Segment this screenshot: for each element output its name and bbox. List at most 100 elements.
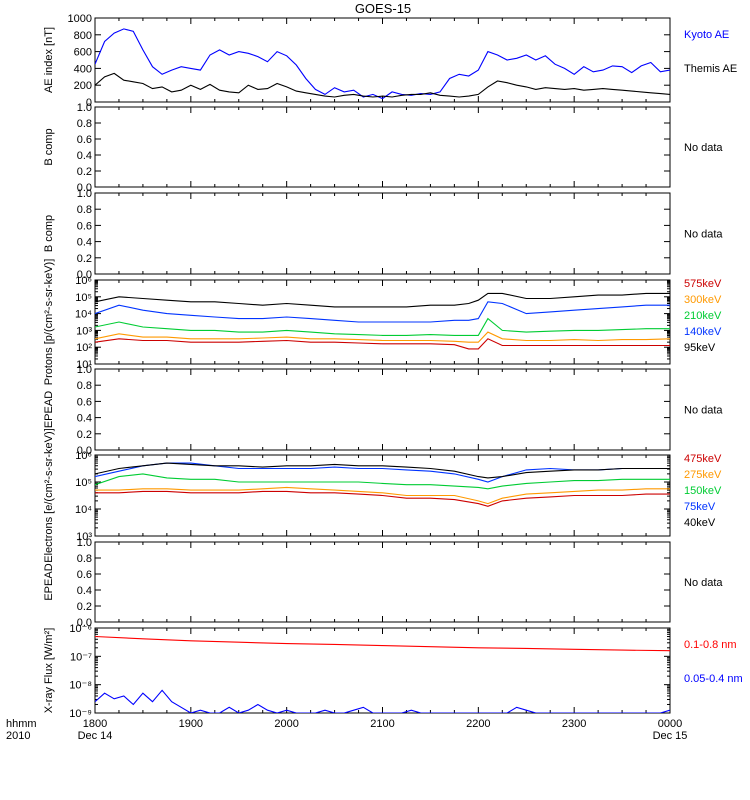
y-tick-label: 1000 <box>68 13 92 25</box>
legend-entry: 40keV <box>684 517 716 529</box>
y-tick-label: 10⁻⁸ <box>69 680 92 692</box>
y-axis-label: Protons [p/(cm²-s-sr-keV)] <box>43 259 55 386</box>
x-date-label: Dec 14 <box>78 730 113 742</box>
x-unit-label: hhmm <box>6 718 37 730</box>
y-axis-label: B comp <box>43 215 55 252</box>
chart-title: GOES-15 <box>355 1 411 16</box>
y-tick-label: 0.0 <box>77 445 92 457</box>
no-data-label: No data <box>684 229 723 241</box>
legend-entry: Kyoto AE <box>684 29 729 41</box>
panel-frame <box>94 541 671 623</box>
legend-entry: 0.05-0.4 nm <box>684 673 743 685</box>
series-line-Themis AE <box>95 72 670 98</box>
y-tick-label: 0.8 <box>77 380 92 392</box>
x-tick-label: 2200 <box>466 718 490 730</box>
panel-electrons: 10³ 10⁴ 10⁵ 10⁶ Electrons [e/(cm²-s-sr-keV)]… <box>43 428 722 562</box>
x-tick-label: 2300 <box>562 718 586 730</box>
y-tick-label: 0.8 <box>77 118 92 130</box>
y-tick-label: 600 <box>74 47 92 59</box>
series-line-0.1-0.8 nm <box>95 635 670 652</box>
no-data-label: No data <box>684 577 723 589</box>
no-data-label: No data <box>684 142 723 154</box>
y-tick-label: 0.8 <box>77 553 92 565</box>
y-axis-label: Electrons [e/(cm²-s-sr-keV)] <box>43 428 55 562</box>
series-line-40keV <box>95 462 670 479</box>
legend-entry: 275keV <box>684 469 722 481</box>
series-line-275keV <box>95 486 670 505</box>
series-group <box>95 28 670 100</box>
y-tick-label: 1.0 <box>77 188 92 200</box>
series-line-Kyoto AE <box>95 28 670 100</box>
series-line-475keV <box>95 490 670 507</box>
panel-frame <box>94 368 671 451</box>
legend-entry: 0.1-0.8 nm <box>684 639 737 651</box>
y-tick-label: 0.6 <box>77 134 92 146</box>
y-tick-label: 10⁶ <box>75 275 92 287</box>
y-tick-label: 0 <box>86 97 92 109</box>
y-tick-label: 0.4 <box>77 585 92 597</box>
panel-frame <box>94 192 671 275</box>
legend-entry: Themis AE <box>684 63 737 75</box>
series-line-140keV <box>95 301 670 323</box>
y-tick-label: 1.0 <box>77 364 92 376</box>
panel-frame <box>94 17 671 103</box>
legend-entry: 95keV <box>684 342 716 354</box>
series-line-95keV <box>95 292 670 308</box>
panel-b1: 0.0 0.2 0.4 0.6 0.8 1.0 B comp No data <box>43 102 723 194</box>
x-tick-label: 1800 <box>83 718 107 730</box>
y-tick-label: 0.6 <box>77 220 92 232</box>
y-axis-label: B comp <box>43 128 55 165</box>
x-tick-label: 1900 <box>179 718 203 730</box>
legend-entry: 75keV <box>684 501 716 513</box>
y-tick-label: 10⁴ <box>75 504 92 516</box>
y-tick-label: 800 <box>74 30 92 42</box>
panel-epead2: 0.0 0.2 0.4 0.6 0.8 1.0 EPEAD No data <box>43 537 723 629</box>
legend-entry: 475keV <box>684 453 722 465</box>
series-line-150keV <box>95 473 670 490</box>
series-line-575keV <box>95 338 670 350</box>
y-tick-label: 400 <box>74 63 92 75</box>
y-tick-label: 10⁶ <box>75 450 92 462</box>
x-tick-label: 0000 <box>658 718 682 730</box>
y-tick-label: 10⁻⁹ <box>69 708 92 720</box>
panel-epead1: 0.0 0.2 0.4 0.6 0.8 1.0 EPEAD No data <box>43 364 723 457</box>
legend-entry: 210keV <box>684 310 722 322</box>
no-data-label: No data <box>684 405 723 417</box>
legend-entry: 575keV <box>684 278 722 290</box>
y-tick-label: 0.2 <box>77 166 92 178</box>
panel-b2: 0.0 0.2 0.4 0.6 0.8 1.0 B comp No data <box>43 188 723 281</box>
series-line-210keV <box>95 317 670 336</box>
y-axis-label: X-ray Flux [W/m²] <box>43 628 55 714</box>
y-tick-label: 0.6 <box>77 569 92 581</box>
y-tick-label: 10⁵ <box>75 292 92 304</box>
y-tick-label: 10⁴ <box>75 309 92 321</box>
y-tick-label: 200 <box>74 80 92 92</box>
panel-frame <box>94 106 671 188</box>
y-tick-label: 10³ <box>76 325 92 337</box>
y-tick-label: 10² <box>76 342 92 354</box>
y-tick-label: 0.4 <box>77 237 92 249</box>
y-tick-label: 0.4 <box>77 150 92 162</box>
legend-entry: 300keV <box>684 294 722 306</box>
y-axis-label: AE index [nT] <box>43 27 55 93</box>
y-tick-label: 0.2 <box>77 253 92 265</box>
series-group <box>95 462 670 507</box>
series-line-300keV <box>95 331 670 343</box>
y-tick-label: 10³ <box>76 531 92 543</box>
y-tick-label: 10⁻⁷ <box>70 651 92 663</box>
panels: 0 200 400 600 800 1000 AE index [nT] Kyoto AE Th… <box>43 13 743 720</box>
series-group <box>95 635 670 713</box>
y-axis-label: EPEAD <box>43 391 55 428</box>
y-tick-label: 0.6 <box>77 396 92 408</box>
series-group <box>95 292 670 350</box>
y-tick-label: 0.2 <box>77 601 92 613</box>
y-tick-label: 0.8 <box>77 204 92 216</box>
y-tick-label: 0.4 <box>77 413 92 425</box>
y-tick-label: 10⁵ <box>75 477 92 489</box>
panel-xray: 10⁻⁹ 10⁻⁸ 10⁻⁷ 10⁻⁶ X-ray Flux [W/m²] 0.1-0.8… <box>43 623 743 720</box>
x-year-label: 2010 <box>6 730 30 742</box>
x-tick-label: 2100 <box>370 718 394 730</box>
legend-entry: 150keV <box>684 485 722 497</box>
